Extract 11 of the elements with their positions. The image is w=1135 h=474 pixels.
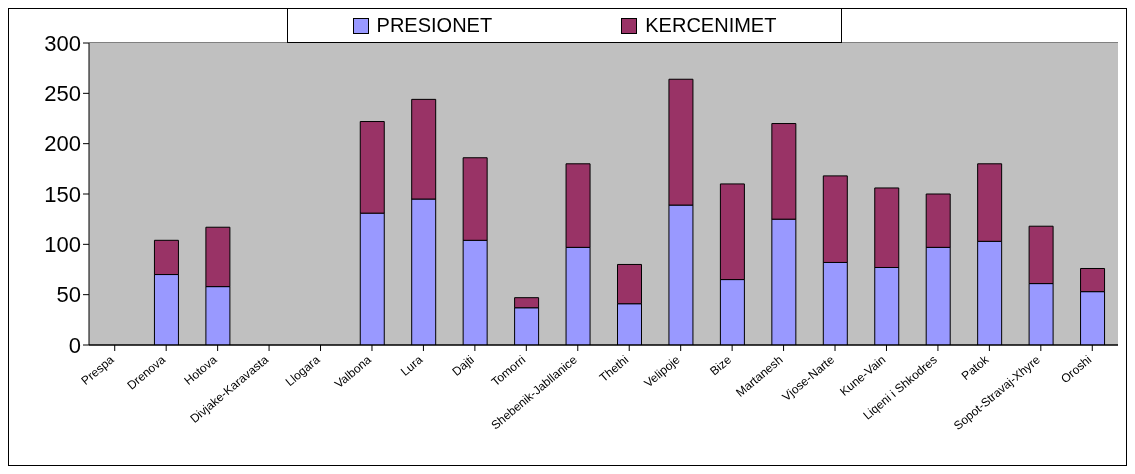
y-tick-label: 0: [68, 332, 81, 358]
y-tick-label: 100: [44, 232, 81, 258]
y-tick-label: 200: [44, 131, 81, 157]
x-tick-label: Lura: [397, 352, 426, 379]
y-tick-label: 50: [56, 282, 81, 308]
legend-label: PRESIONET: [375, 14, 493, 37]
y-tick-label: 150: [44, 181, 81, 207]
x-tick-label: Bize: [707, 352, 735, 379]
y-tick-label: 250: [44, 81, 81, 107]
legend-label: KERCENIMET: [644, 14, 777, 37]
y-tick-label: 300: [44, 30, 81, 56]
